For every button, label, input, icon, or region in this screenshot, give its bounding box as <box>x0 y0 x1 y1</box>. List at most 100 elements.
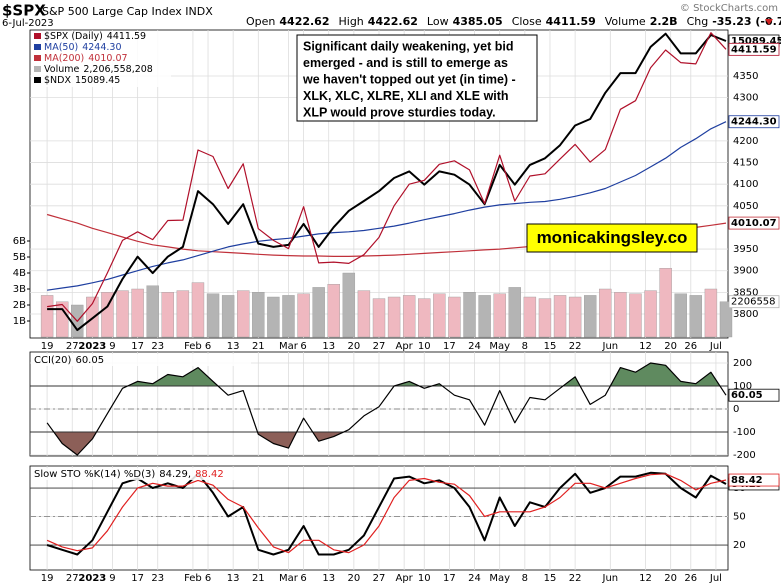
down-arrow <box>765 19 773 25</box>
note-line: emerged - and is still to emerge as <box>303 56 508 70</box>
quote-label: Open <box>246 15 275 28</box>
x-tick-label: Mar <box>279 341 299 352</box>
quote-value: 4411.59 <box>546 15 596 28</box>
x-tick-label: 12 <box>639 573 652 584</box>
y-tick-label: 50 <box>733 512 746 523</box>
y2-tick-label: 3B <box>13 284 26 295</box>
volume-bar <box>584 295 597 338</box>
x-tick-label: Apr <box>395 341 413 352</box>
volume-bar <box>418 298 431 338</box>
volume-bar <box>387 296 401 338</box>
value-tag-box <box>728 115 780 129</box>
volume-bar <box>659 268 672 338</box>
quote-value: 4385.05 <box>453 15 503 28</box>
x-tick-label: 27 <box>66 341 79 352</box>
volume-bar <box>282 295 295 338</box>
x-tick-label: 17 <box>443 573 456 584</box>
volume-bar <box>55 301 69 338</box>
x-tick-label: 13 <box>227 341 240 352</box>
quote-value: 2.2B <box>650 15 678 28</box>
x-tick-label: 6 <box>205 573 211 584</box>
y-tick-label: 3900 <box>733 266 758 277</box>
symbol: $SPX <box>2 2 46 20</box>
volume-bar <box>614 292 627 338</box>
volume-bar <box>463 292 476 338</box>
x-tick-label: 23 <box>151 341 164 352</box>
legend-value: 60.05 <box>75 355 104 366</box>
value-tag-box <box>728 473 780 487</box>
volume-bar <box>357 290 371 338</box>
volume-bar <box>206 293 220 338</box>
y-tick-label: 4300 <box>733 93 758 104</box>
x-tick-label: Jul <box>709 573 722 584</box>
volume-bar <box>342 272 356 338</box>
legend-entry: Volume 2,206,558,208 <box>44 64 153 75</box>
volume-bar <box>689 295 703 338</box>
x-tick-label: 26 <box>684 341 697 352</box>
x-tick-label: 23 <box>151 573 164 584</box>
legend-entry: Slow STO %K(14) %D(3) 84.29, 88.42 <box>34 469 224 480</box>
x-tick-label: 21 <box>252 341 265 352</box>
volume-bar <box>146 285 159 338</box>
x-tick-label: 13 <box>227 573 240 584</box>
volume-bar <box>40 295 54 338</box>
volume-bar <box>523 296 537 338</box>
x-tick-label: 22 <box>569 341 582 352</box>
x-tick-label: May <box>489 573 510 584</box>
y-tick-label: 20 <box>733 540 746 551</box>
x-tick-label: 6 <box>300 341 306 352</box>
x-tick-label: 22 <box>569 573 582 584</box>
volume-bar <box>719 301 733 338</box>
y2-tick-label: 4B <box>13 268 26 279</box>
volume-bar <box>191 282 205 338</box>
y-tick-label: 0 <box>733 404 739 415</box>
indicator-fill <box>127 363 720 386</box>
volume-bar <box>297 293 310 338</box>
y-tick-label: 4100 <box>733 179 758 190</box>
x-tick-label: Mar <box>279 573 299 584</box>
x-tick-label: 26 <box>684 573 697 584</box>
volume-bar <box>252 292 265 338</box>
volume-bar <box>221 295 235 338</box>
volume-bar <box>327 284 340 338</box>
indicator-fill <box>53 432 344 455</box>
legend-title: CCI(20) <box>34 355 72 366</box>
x-tick-label: Jul <box>709 341 722 352</box>
x-tick-label: 2023 <box>78 573 106 584</box>
quote-label: Low <box>427 15 449 28</box>
quote-label: Volume <box>605 15 646 28</box>
volume-bar <box>538 298 552 338</box>
y-tick-label: 3950 <box>733 244 758 255</box>
legend-entry: MA(50) 4244.30 <box>44 42 122 53</box>
x-tick-label: 10 <box>418 573 431 584</box>
legend-swatch <box>34 33 41 39</box>
x-tick-label: 17 <box>131 341 144 352</box>
legend-value: 88.42 <box>195 469 224 480</box>
series-line <box>47 32 727 332</box>
volume-bar <box>176 290 190 338</box>
x-tick-label: 27 <box>66 573 79 584</box>
value-tag-box <box>728 295 780 309</box>
value-tag-box <box>728 42 780 56</box>
date: 6-Jul-2023 <box>2 18 54 29</box>
volume-bar <box>644 290 657 338</box>
volume-bar <box>237 290 250 338</box>
volume-bar <box>448 296 461 338</box>
volume-bar <box>116 290 129 338</box>
y-tick-label: -200 <box>733 450 756 461</box>
x-tick-label: May <box>489 341 510 352</box>
x-tick-label: 17 <box>131 573 144 584</box>
x-tick-label: Feb <box>184 573 202 584</box>
legend-value: 4411.59 <box>107 31 146 42</box>
quote-label: Close <box>512 15 542 28</box>
volume-bar <box>493 293 506 338</box>
value-tag: 4244.30 <box>731 117 777 128</box>
x-tick-label: 8 <box>522 573 528 584</box>
value-tag-box <box>728 388 780 402</box>
value-tag: 4010.07 <box>731 218 777 229</box>
volume-bar <box>568 296 582 338</box>
volume-bar <box>478 295 491 338</box>
quote: Open 4422.62 High 4422.62 Low 4385.05 Close 441… <box>246 15 781 28</box>
y-tick-label: 4200 <box>733 136 758 147</box>
x-tick-label: 24 <box>468 341 481 352</box>
